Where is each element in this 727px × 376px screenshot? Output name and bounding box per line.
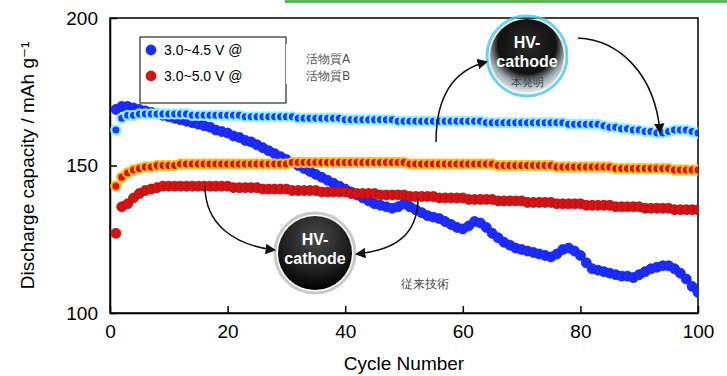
x-tick-label: 40 bbox=[335, 321, 356, 342]
x-tick: 20 bbox=[218, 306, 239, 342]
callout-caption: 本発明 bbox=[511, 76, 544, 89]
callout-caption: 従来技術 bbox=[401, 277, 449, 291]
arrow bbox=[205, 186, 274, 250]
callout-ring bbox=[275, 213, 355, 293]
data-area bbox=[111, 102, 698, 298]
ringed-point bbox=[111, 182, 120, 191]
x-axis-line bbox=[111, 313, 699, 315]
y-tick-mark bbox=[110, 165, 117, 167]
series bbox=[111, 181, 698, 238]
y-tick: 100 bbox=[66, 303, 117, 324]
point bbox=[693, 205, 698, 215]
x-tick-mark bbox=[463, 306, 465, 313]
legend-label: 3.0~5.0 V @ bbox=[164, 68, 242, 84]
note-box bbox=[286, 44, 366, 84]
series bbox=[111, 102, 698, 298]
x-tick-mark bbox=[580, 306, 582, 313]
arrow bbox=[436, 62, 486, 142]
ringed-point bbox=[693, 165, 698, 174]
legend-box bbox=[140, 37, 286, 103]
series bbox=[111, 109, 698, 137]
top-band bbox=[285, 0, 727, 3]
point bbox=[693, 287, 698, 297]
y-tick-label: 200 bbox=[66, 8, 98, 29]
ringed-point bbox=[111, 126, 120, 135]
x-tick-label: 0 bbox=[105, 321, 116, 342]
x-tick: 100 bbox=[683, 306, 715, 342]
callout-text: cathode bbox=[284, 250, 345, 267]
series bbox=[111, 158, 698, 191]
plot-frame bbox=[110, 18, 698, 313]
x-axis-title: Cycle Number bbox=[344, 353, 465, 374]
x-tick-label: 80 bbox=[570, 321, 591, 342]
y-tick-mark bbox=[110, 18, 117, 20]
point bbox=[111, 228, 121, 238]
ringed-point bbox=[693, 128, 698, 137]
x-tick-label: 20 bbox=[218, 321, 239, 342]
y-axis: 100 150 200 bbox=[66, 8, 117, 324]
chart: 0 20 40 60 80 100 100 150 200 Cycle Number Dischar… bbox=[0, 0, 727, 376]
x-tick-mark bbox=[345, 306, 347, 313]
legend: 3.0~4.5 V @ 3.0~5.0 V @ bbox=[140, 37, 286, 103]
y-tick-label: 150 bbox=[66, 155, 98, 176]
callout-disc bbox=[490, 19, 564, 93]
x-tick-mark bbox=[227, 306, 229, 313]
x-tick: 40 bbox=[335, 306, 356, 342]
callout: HV-cathode 本発明 bbox=[487, 16, 567, 96]
x-tick-label: 100 bbox=[683, 321, 715, 342]
x-tick-label: 60 bbox=[453, 321, 474, 342]
callout-text: HV- bbox=[302, 231, 329, 248]
x-tick: 60 bbox=[453, 306, 474, 342]
callout-ring bbox=[487, 16, 567, 96]
x-tick-mark bbox=[698, 306, 700, 313]
legend-label: 3.0~4.5 V @ bbox=[164, 42, 242, 58]
legend-marker bbox=[146, 45, 156, 55]
arrow bbox=[357, 198, 418, 254]
y-tick: 150 bbox=[66, 155, 117, 176]
x-axis: 0 20 40 60 80 100 bbox=[105, 306, 714, 342]
callout-disc bbox=[278, 216, 352, 290]
callout-text: cathode bbox=[496, 53, 557, 70]
y-tick: 200 bbox=[66, 8, 117, 29]
legend-note: 活物質B bbox=[306, 69, 350, 83]
legend-note: 活物質A bbox=[306, 52, 351, 66]
legend-marker bbox=[146, 71, 156, 81]
arrow bbox=[578, 38, 660, 132]
y-axis-title: Discharge capacity / mAh g⁻¹ bbox=[17, 42, 38, 290]
y-tick-mark bbox=[110, 313, 117, 315]
y-tick-label: 100 bbox=[66, 303, 98, 324]
x-tick: 80 bbox=[570, 306, 591, 342]
callout-text: HV- bbox=[514, 34, 541, 51]
